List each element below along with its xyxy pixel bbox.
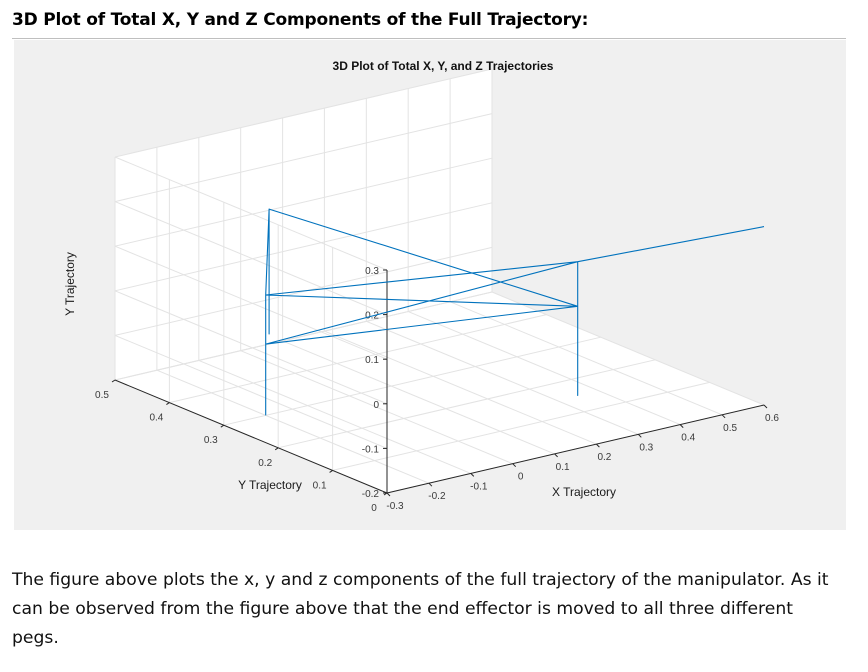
- x-tick-label: 0.5: [723, 423, 737, 434]
- trajectory-3d-plot: -0.3 -0.2 -0.1 0 0.1 0.2 0.3 0.4 0.5 0.6 0 0.1 0.2 0.…: [63, 59, 779, 514]
- grid-line: [114, 290, 388, 405]
- grid-line: [324, 330, 597, 445]
- heading-divider: [12, 38, 846, 39]
- x-tick-mark: [637, 433, 642, 438]
- grid-line: [282, 340, 555, 455]
- x-tick-mark: [596, 443, 600, 448]
- y-axis-line: [114, 379, 388, 494]
- body-paragraph: The figure above plots the x, y and z co…: [12, 566, 852, 653]
- axes-grid: [114, 68, 765, 494]
- grid-line: [156, 369, 430, 484]
- y-tick-label: 0.5: [95, 390, 109, 401]
- grid-line: [332, 381, 710, 471]
- x-tick-mark: [512, 463, 517, 468]
- grid-line: [114, 113, 493, 203]
- paragraph-line: The figure above plots the x, y and z co…: [12, 570, 829, 590]
- y-tick-mark: [220, 424, 225, 428]
- grid-line: [114, 156, 388, 271]
- side-wall-plane: [115, 157, 387, 493]
- x-tick-mark: [554, 453, 558, 458]
- x-tick-label: 0: [518, 472, 524, 483]
- grid-line: [408, 311, 681, 426]
- x-tick-label: -0.2: [428, 491, 446, 502]
- x-axis-label: X Trajectory: [552, 485, 616, 499]
- z-tick-label: 0: [373, 400, 379, 411]
- z-axis-label: Y Trajectory: [63, 252, 77, 316]
- x-tick-label: 0.6: [765, 413, 779, 424]
- x-tick-label: 0.1: [556, 462, 570, 473]
- x-tick-mark: [721, 414, 726, 419]
- trajectory-line: [265, 208, 765, 416]
- x-axis-line: [386, 404, 765, 494]
- grid-line: [169, 314, 547, 404]
- grid-line: [449, 301, 723, 416]
- z-tick-label: 0.3: [365, 266, 379, 277]
- y-axis-label: Y Trajectory: [238, 478, 302, 492]
- paragraph-line: pegs.: [12, 628, 59, 648]
- x-tick-label: 0.4: [681, 433, 695, 444]
- grid-line: [114, 245, 388, 360]
- grid-line: [240, 350, 513, 465]
- x-tick-label: -0.3: [386, 501, 404, 512]
- grid-line: [114, 202, 493, 292]
- grid-line: [114, 334, 388, 449]
- grid-line: [114, 68, 493, 158]
- section-heading: 3D Plot of Total X, Y and Z Components o…: [12, 10, 589, 30]
- x-tick-mark: [679, 424, 684, 428]
- z-tick-label: -0.1: [362, 444, 380, 455]
- axes-box: [111, 269, 768, 497]
- x-tick-label: 0.3: [639, 442, 653, 453]
- y-tick-label: 0.2: [258, 458, 272, 469]
- y-tick-mark: [329, 469, 333, 473]
- trajectory-series: [265, 208, 765, 416]
- x-tick-label: -0.1: [470, 481, 488, 492]
- x-tick-label: 0.2: [597, 452, 611, 463]
- grid-line: [278, 359, 656, 449]
- grid-line: [198, 359, 471, 474]
- grid-line: [114, 291, 493, 381]
- grid-line: [223, 336, 601, 426]
- y-tick-mark: [274, 447, 279, 451]
- z-tick-label: -0.2: [362, 489, 380, 500]
- x-tick-mark: [428, 482, 433, 487]
- plot-title: 3D Plot of Total X, Y, and Z Trajectorie…: [333, 59, 554, 73]
- paragraph-line: can be observed from the figure above th…: [12, 599, 793, 619]
- y-tick-mark: [166, 402, 170, 406]
- y-tick-label: 0.3: [204, 435, 218, 446]
- y-tick-mark: [111, 379, 116, 383]
- x-tick-mark: [386, 492, 391, 497]
- grid-line: [114, 201, 388, 316]
- figure-panel: -0.3 -0.2 -0.1 0 0.1 0.2 0.3 0.4 0.5 0.6 0 0.1 0.2 0.…: [14, 40, 846, 530]
- grid-line: [366, 320, 639, 435]
- y-tick-label: 0.1: [313, 480, 327, 491]
- grid-line: [114, 157, 493, 247]
- x-tick-mark: [470, 473, 475, 477]
- z-tick-label: 0.1: [365, 355, 379, 366]
- y-tick-label: 0.4: [149, 413, 163, 424]
- y-tick-label: 0: [371, 503, 377, 514]
- x-tick-mark: [763, 404, 768, 409]
